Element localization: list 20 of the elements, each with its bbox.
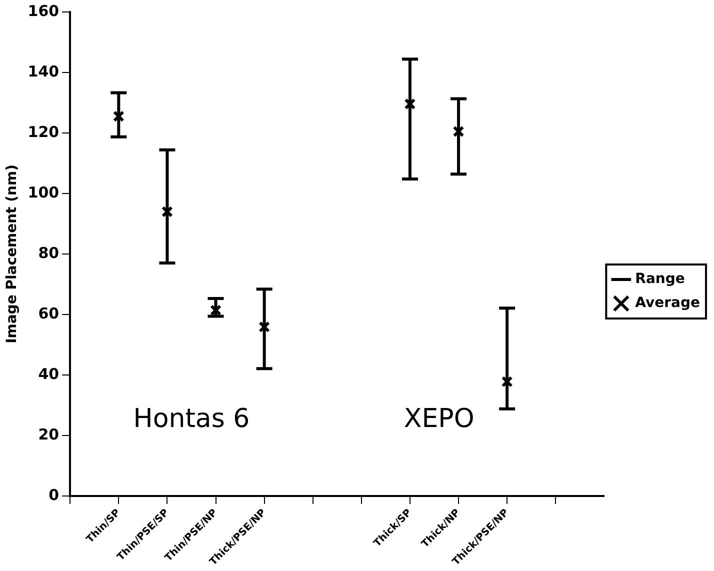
annotation: XEPO: [404, 404, 474, 434]
legend-label: Average: [635, 295, 700, 312]
y-tick-label: 80: [38, 244, 60, 262]
y-tick-label: 100: [28, 183, 60, 202]
annotation: Hontas 6: [133, 404, 250, 434]
y-tick-label: 60: [38, 304, 60, 322]
point: [258, 321, 270, 333]
y-tick-label: 120: [28, 122, 60, 141]
y-tick-label: 160: [28, 2, 60, 20]
y-tick-label: 140: [28, 62, 60, 80]
point: [161, 206, 173, 218]
point: [112, 110, 124, 122]
y-axis-title: Image Placement (nm): [4, 164, 20, 344]
y-tick-label: 20: [38, 425, 60, 444]
point: [404, 98, 416, 110]
point: [501, 376, 513, 388]
point: [452, 126, 464, 138]
legend-label: Range: [635, 271, 685, 288]
y-tick-label: 0: [48, 486, 60, 504]
y-tick-label: 40: [38, 364, 60, 383]
